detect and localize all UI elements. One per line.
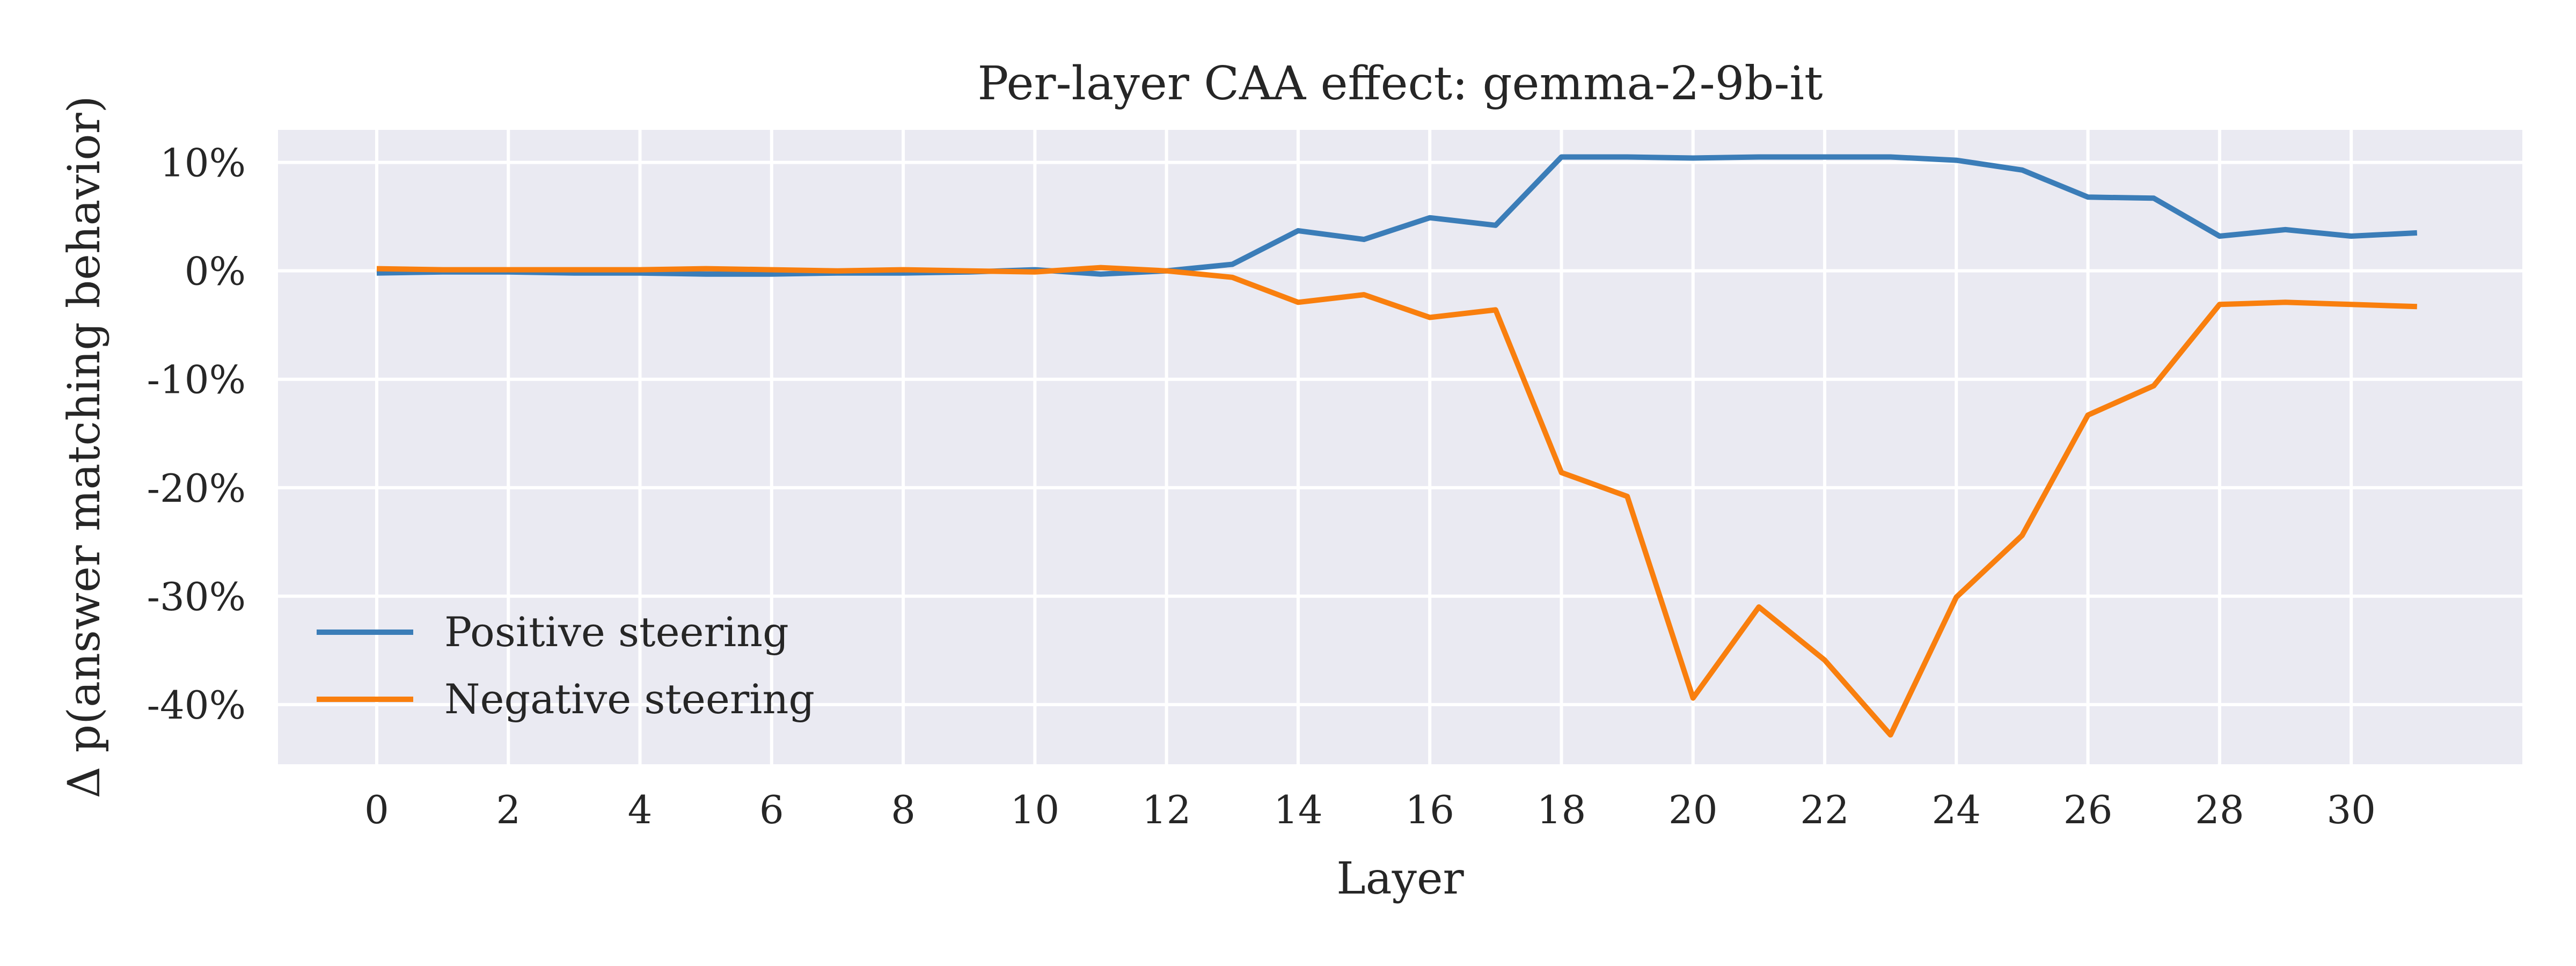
y-tick-label: -20% [147, 466, 246, 511]
x-tick-label: 12 [1142, 787, 1191, 832]
x-tick-label: 24 [1931, 787, 1981, 832]
x-axis-label: Layer [1336, 853, 1464, 904]
x-tick-label: 16 [1405, 787, 1454, 832]
series-lines [376, 154, 2418, 738]
y-tick-label: 0% [185, 249, 246, 294]
x-tick-label: 14 [1274, 787, 1323, 832]
chart-title: Per-layer CAA effect: gemma-2-9b-it [977, 57, 1823, 111]
x-tick-labels: 0 2 4 6 8 10 12 14 16 18 20 22 24 26 28 30 [364, 787, 2376, 832]
x-tick-label: 0 [364, 787, 389, 832]
plot-background [278, 130, 2522, 764]
y-tick-label: -40% [147, 683, 246, 728]
x-tick-label: 6 [759, 787, 784, 832]
x-tick-label: 30 [2326, 787, 2376, 832]
y-tick-label: 10% [160, 141, 246, 186]
x-tick-label: 2 [496, 787, 521, 832]
series-line-negative [376, 265, 2417, 738]
x-tick-label: 10 [1011, 787, 1060, 832]
x-tick-label: 22 [1800, 787, 1849, 832]
x-tick-label: 4 [628, 787, 653, 832]
x-tick-label: 8 [891, 787, 916, 832]
legend-label-negative: Negative steering [444, 675, 815, 723]
series-line-positive [376, 154, 2418, 277]
legend-label-positive: Positive steering [444, 608, 789, 656]
x-tick-label: 26 [2063, 787, 2113, 832]
x-tick-label: 20 [1668, 787, 1718, 832]
x-tick-label: 28 [2195, 787, 2244, 832]
x-tick-label: 18 [1537, 787, 1586, 832]
y-tick-label: -10% [147, 357, 246, 402]
y-axis-label: Δ p(answer matching behavior) [59, 96, 110, 798]
y-tick-label: -30% [147, 574, 246, 619]
legend: Positive steering Negative steering [317, 608, 815, 723]
y-tick-labels: 10% 0% -10% -20% -30% -40% [147, 141, 246, 728]
grid-x [375, 130, 2353, 764]
